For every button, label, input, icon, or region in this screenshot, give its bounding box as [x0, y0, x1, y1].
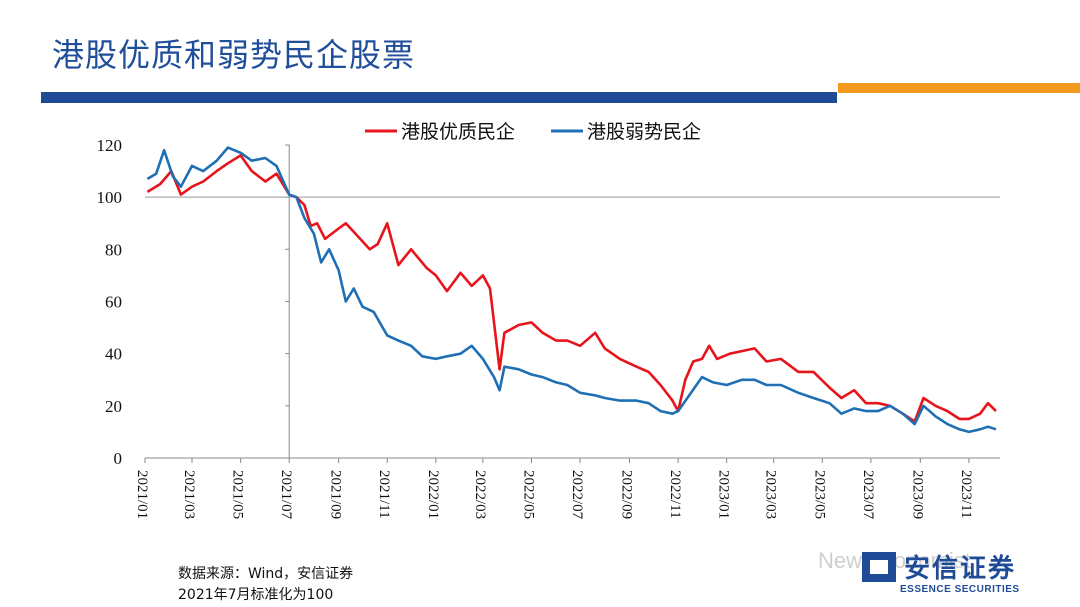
y-tick-label: 120 — [97, 136, 123, 155]
x-tick-label: 2021/07 — [278, 470, 294, 520]
logo-en: ESSENCE SECURITIES — [900, 584, 1020, 595]
chart-axes: 0 20 40 60 80 100 120 2021/01 2021/03 2021/05 2021… — [97, 136, 1000, 520]
x-tick-label: 2021/03 — [181, 470, 197, 519]
x-tick-label: 2021/09 — [328, 470, 344, 519]
y-tick-label: 40 — [105, 345, 122, 364]
chart-legend: 港股优质民企 港股弱势民企 — [365, 121, 701, 143]
header-orange-bar — [838, 83, 1080, 93]
series-line-weak — [146, 146, 997, 434]
series-line-quality — [146, 154, 997, 423]
y-tick-label: 100 — [97, 188, 123, 207]
x-tick-label: 2022/11 — [667, 470, 683, 519]
y-tick-label: 80 — [105, 240, 122, 259]
x-tick-label: 2021/01 — [134, 470, 150, 519]
x-tick-label: 2021/05 — [230, 470, 246, 519]
chart-lines — [146, 146, 997, 434]
company-logo-icon — [862, 552, 896, 582]
logo-cn: 安信证券 — [904, 554, 1017, 584]
header-blue-bar — [41, 92, 837, 103]
x-tick-label: 2023/01 — [716, 470, 732, 519]
x-tick-label: 2022/03 — [472, 470, 488, 519]
y-tick-label: 0 — [114, 449, 123, 468]
x-tick-label: 2022/09 — [618, 470, 634, 519]
normalize-note: 2021年7月标准化为100 — [178, 587, 334, 603]
x-tick-label: 2022/01 — [425, 470, 441, 519]
x-tick-label: 2022/07 — [569, 470, 585, 520]
x-tick-label: 2023/03 — [763, 470, 779, 519]
legend-label: 港股优质民企 — [401, 121, 515, 143]
x-tick-label: 2023/07 — [860, 470, 876, 520]
y-tick-label: 20 — [105, 397, 122, 416]
y-tick-label: 60 — [105, 293, 122, 312]
legend-label: 港股弱势民企 — [587, 121, 701, 143]
x-tick-label: 2021/11 — [376, 470, 392, 519]
x-tick-label: 2022/05 — [520, 470, 536, 519]
x-tick-label: 2023/09 — [909, 470, 925, 519]
x-tick-label: 2023/05 — [811, 470, 827, 519]
source-note: 数据来源：Wind，安信证券 — [178, 566, 354, 582]
page-title: 港股优质和弱势民企股票 — [52, 36, 416, 74]
x-tick-label: 2023/11 — [958, 470, 974, 519]
